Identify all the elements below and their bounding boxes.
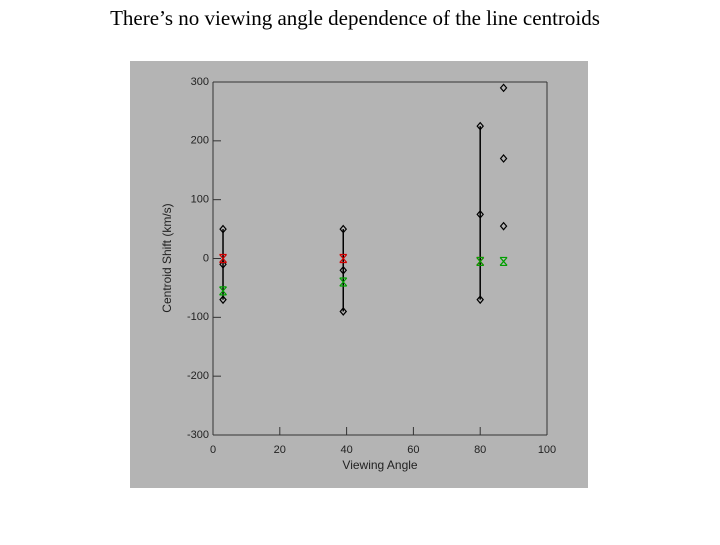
data-point <box>219 253 227 264</box>
data-point <box>219 295 227 305</box>
x-tick-label: 40 <box>340 444 352 456</box>
x-tick-label: 20 <box>274 444 286 456</box>
y-tick-label: -200 <box>187 370 209 382</box>
plot-panel <box>130 61 588 488</box>
data-point <box>339 265 348 275</box>
x-tick-label: 0 <box>210 444 216 456</box>
data-point <box>499 83 508 93</box>
data-point <box>219 259 227 269</box>
data-point <box>499 154 508 163</box>
data-point <box>476 295 484 305</box>
y-tick-label: 0 <box>203 252 209 264</box>
data-point <box>219 224 227 234</box>
x-tick-label: 80 <box>474 444 486 456</box>
data-point <box>476 256 485 267</box>
data-point <box>339 224 348 234</box>
y-tick-label: -300 <box>187 429 209 441</box>
data-point <box>339 307 348 316</box>
y-tick-label: -100 <box>187 311 209 323</box>
data-point <box>339 253 348 264</box>
y-tick-label: 100 <box>191 194 209 206</box>
data-point <box>499 256 508 267</box>
x-tick-label: 100 <box>538 444 556 456</box>
data-point <box>476 209 484 219</box>
slide-title: There’s no viewing angle dependence of t… <box>110 6 600 30</box>
x-tick-label: 60 <box>407 444 419 456</box>
x-axis-label: Viewing Angle <box>342 458 417 472</box>
y-axis-label: Centroid Shift (km/s) <box>160 203 174 312</box>
y-tick-label: 200 <box>191 135 209 147</box>
data-point <box>219 286 227 296</box>
y-tick-label: 300 <box>191 76 209 88</box>
data-point <box>499 221 508 231</box>
data-point <box>476 121 484 131</box>
data-point <box>339 277 348 287</box>
